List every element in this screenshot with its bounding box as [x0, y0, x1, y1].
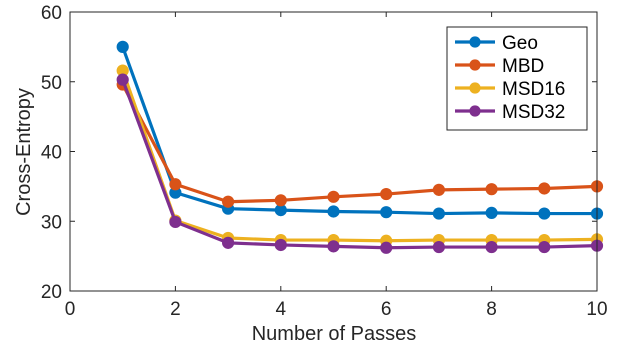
x-tick-label: 8: [486, 299, 497, 320]
data-point-mbd: [538, 182, 551, 195]
y-tick-label: 40: [41, 143, 62, 164]
y-tick-label: 60: [41, 3, 62, 24]
y-tick-label: 50: [41, 73, 62, 94]
data-point-mbd: [485, 183, 498, 196]
data-point-mbd: [380, 187, 393, 201]
x-tick-label: 0: [65, 299, 76, 320]
data-point-msd32: [485, 240, 498, 254]
data-point-msd32: [222, 236, 235, 249]
legend-marker-geo: [469, 36, 481, 48]
data-point-msd32: [538, 240, 551, 254]
data-point-geo: [327, 205, 340, 218]
legend-label-geo: Geo: [502, 33, 538, 54]
y-tick-label: 30: [41, 212, 62, 233]
data-point-msd32: [169, 215, 182, 229]
x-tick-label: 2: [170, 299, 181, 320]
legend-label-mbd: MBD: [502, 56, 544, 77]
legend-label-msd16: MSD16: [502, 79, 565, 100]
data-point-msd32: [380, 241, 393, 254]
x-tick-label: 10: [586, 299, 607, 320]
legend-marker-mbd: [469, 59, 481, 71]
data-point-geo: [380, 206, 393, 219]
data-point-geo: [116, 40, 129, 53]
series-line-mbd: [121, 82, 599, 204]
y-tick-label: 20: [41, 282, 62, 303]
data-point-msd32: [432, 240, 445, 254]
data-point-geo: [485, 206, 498, 219]
plot-area: [116, 40, 604, 254]
data-point-geo: [432, 207, 445, 220]
y-axis-title: Cross-Entropy: [13, 88, 35, 216]
x-axis-title: Number of Passes: [252, 323, 417, 345]
legend-label-msd32: MSD32: [502, 102, 565, 123]
data-point-mbd: [169, 178, 182, 191]
legend-marker-msd32: [469, 105, 481, 117]
series-line-msd32: [121, 78, 599, 250]
legend-marker-msd16: [469, 82, 481, 94]
data-point-mbd: [274, 194, 287, 207]
data-point-msd32: [327, 240, 340, 253]
data-point-msd32: [116, 73, 129, 86]
data-point-mbd: [432, 183, 445, 196]
data-point-mbd: [327, 190, 340, 203]
axes: 0 2 4 6 8 10 20 30 40 50 60: [41, 3, 608, 320]
data-point-mbd: [222, 195, 235, 208]
data-point-geo: [538, 207, 551, 220]
series-line-msd16: [121, 68, 599, 243]
x-tick-label: 6: [381, 299, 392, 320]
data-point-msd32: [274, 238, 287, 252]
series-line-geo: [121, 45, 599, 216]
x-tick-label: 4: [276, 299, 287, 320]
